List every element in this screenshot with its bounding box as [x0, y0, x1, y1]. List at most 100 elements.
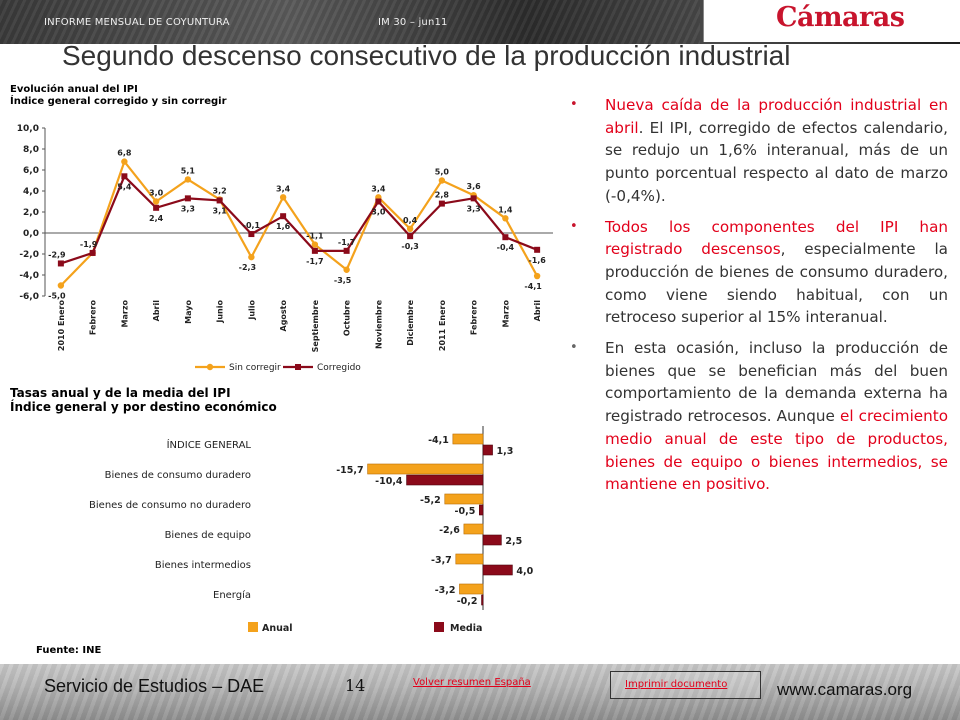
bar-anual — [459, 583, 484, 595]
bar-value-label: -15,7 — [336, 465, 363, 476]
legend-swatch-anual — [248, 622, 258, 632]
bar-media — [406, 474, 484, 486]
x-tick-label: 2011 Enero — [438, 299, 447, 351]
print-link[interactable]: Imprimir documento — [625, 679, 728, 690]
point-sin-corregir — [152, 198, 160, 205]
bar-value-label: -2,6 — [439, 525, 460, 536]
data-label: 5,4 — [117, 182, 132, 191]
bar-anual — [367, 463, 484, 475]
chart1-title: Evolución anual del IPI Índice general c… — [10, 84, 227, 108]
x-tick-label: Febrero — [470, 300, 479, 336]
bar-value-label: 1,3 — [497, 446, 514, 457]
point-sin-corregir — [279, 194, 287, 201]
point-corregido — [470, 195, 477, 202]
y-tick-label: 4,0 — [23, 187, 39, 197]
legend-marker-corregido — [295, 364, 301, 370]
data-label: 3,3 — [467, 204, 481, 213]
y-tick-label: -2,0 — [19, 250, 39, 260]
report-name: INFORME MENSUAL DE COYUNTURA — [44, 17, 230, 28]
y-tick-label: -4,0 — [19, 271, 39, 281]
bar-anual — [452, 433, 484, 445]
point-sin-corregir — [121, 158, 128, 165]
y-tick-label: 8,0 — [23, 145, 39, 155]
data-label: -3,5 — [334, 276, 352, 285]
point-corregido — [407, 233, 414, 240]
data-label: -2,9 — [48, 250, 66, 259]
bullet-3-text: En esta ocasión, incluso la producción d… — [605, 339, 948, 426]
point-corregido — [534, 246, 541, 253]
point-sin-corregir — [311, 241, 319, 248]
bar-value-label: 4,0 — [516, 566, 533, 577]
x-tick-label: Abril — [152, 300, 161, 322]
bar-anual — [444, 493, 484, 505]
data-label: -1,7 — [338, 238, 356, 247]
x-tick-label: Junio — [216, 300, 225, 324]
data-label: 0,4 — [403, 216, 418, 225]
bar-value-label: -3,2 — [435, 585, 456, 596]
legend-label-anual: Anual — [262, 623, 293, 634]
y-tick-label: 6,0 — [23, 166, 39, 176]
bar-value-label: -5,2 — [420, 495, 441, 506]
slide-title: Segundo descenso consecutivo de la produ… — [62, 40, 791, 71]
point-sin-corregir — [533, 272, 541, 280]
point-corregido — [216, 197, 223, 204]
category-label-indice-general: ÍNDICE GENERAL — [167, 438, 252, 451]
category-label-bienes-intermedios: Bienes intermedios — [155, 560, 251, 571]
chart1-title-line1: Evolución anual del IPI — [10, 84, 138, 95]
point-corregido — [121, 173, 128, 180]
footer-bar — [0, 664, 960, 720]
data-label: 1,4 — [498, 205, 513, 214]
x-tick-label: 2010 Enero — [57, 299, 66, 351]
data-label: 3,1 — [213, 206, 228, 215]
website-url: www.camaras.org — [777, 680, 913, 699]
bar-anual — [455, 553, 484, 565]
bar-value-label: -4,1 — [428, 435, 449, 446]
bar-value-label: -3,7 — [431, 555, 452, 566]
category-label-bienes-de-equipo: Bienes de equipo — [165, 530, 251, 541]
bullet-1-highlight: Nueva caída de la producción industrial … — [605, 96, 948, 137]
bar-anual — [463, 523, 484, 535]
bar-media — [482, 444, 493, 456]
category-label-energia: Energía — [213, 589, 251, 601]
data-label: 3,6 — [467, 182, 482, 191]
point-sin-corregir — [406, 225, 414, 232]
footer-texture — [0, 664, 960, 720]
point-sin-corregir — [57, 282, 65, 289]
point-corregido — [89, 249, 96, 256]
data-label: 2,8 — [435, 191, 450, 200]
data-label: -1,7 — [306, 257, 324, 266]
point-corregido — [343, 247, 350, 254]
data-label: -5,0 — [48, 292, 66, 301]
x-tick-label: Julio — [247, 300, 256, 321]
point-corregido — [502, 234, 509, 241]
legend-label-corregido: Corregido — [317, 363, 361, 373]
data-label: -0,4 — [497, 243, 515, 252]
source-note: Fuente: INE — [36, 645, 102, 656]
data-label: 3,4 — [371, 184, 386, 193]
data-label: -2,3 — [239, 263, 257, 272]
category-label-bienes-de-consumo-no-duradero: Bienes de consumo no duradero — [89, 500, 251, 511]
data-label: -0,1 — [243, 221, 261, 230]
bullet-list: Nueva caída de la producción industrial … — [570, 94, 948, 504]
point-sin-corregir — [343, 266, 350, 273]
legend-swatch-media — [434, 622, 444, 632]
x-tick-label: Septiembre — [311, 299, 320, 352]
bar-media — [479, 504, 484, 516]
data-label: -1,1 — [306, 232, 324, 241]
y-tick-label: 10,0 — [17, 124, 39, 134]
ipi-line-chart: 10,0 8,0 6,0 4,0 2,0 0,0 -2,0 -4,0 -6,0 2010 Ener… — [17, 124, 553, 373]
category-label-bienes-de-consumo-duradero: Bienes de consumo duradero — [105, 470, 251, 481]
camaras-logo: Cámaras — [776, 2, 905, 33]
x-tick-label: Diciembre — [406, 299, 415, 345]
series-line-corregido — [60, 174, 538, 265]
point-corregido — [311, 247, 318, 254]
point-sin-corregir — [248, 253, 255, 261]
header-texture — [0, 0, 700, 44]
bullet-2-highlight: Todos los componentes del IPI han regist… — [605, 217, 948, 259]
data-label: -1,6 — [528, 256, 546, 265]
data-label: 3,0 — [149, 189, 164, 198]
legend-marker-sin-corregir — [206, 363, 214, 371]
logo-box: Cámaras — [703, 0, 960, 42]
back-to-summary-link[interactable]: Volver resumen España — [413, 677, 531, 688]
print-button[interactable]: Imprimir documento — [610, 671, 761, 699]
